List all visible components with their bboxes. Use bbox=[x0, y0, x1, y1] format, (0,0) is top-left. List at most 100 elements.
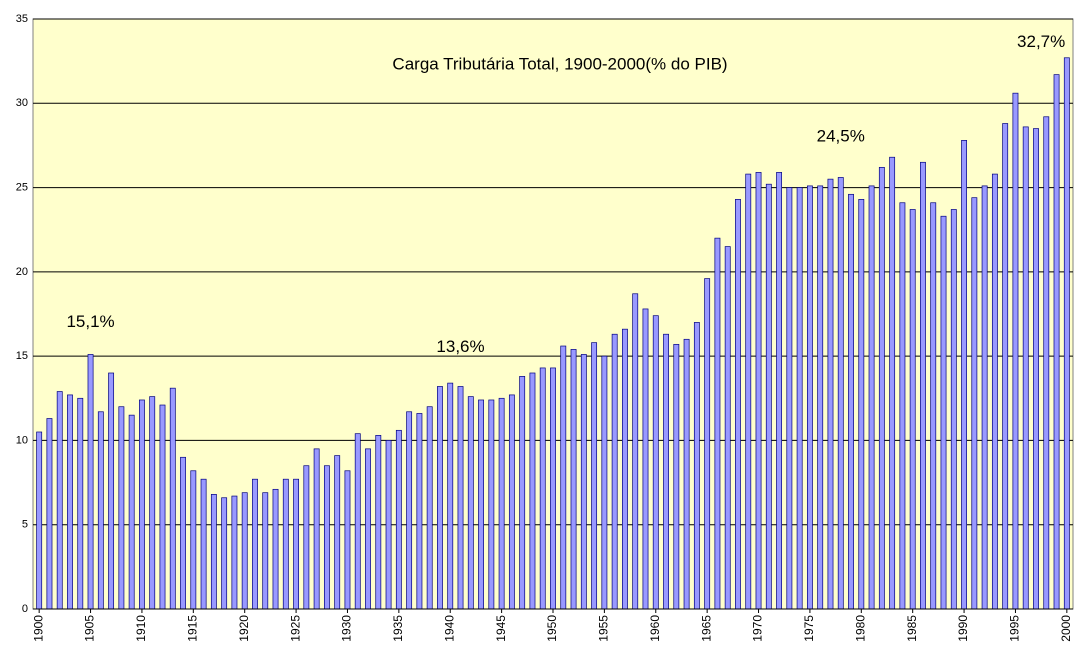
x-tick-label: 1980 bbox=[853, 615, 867, 642]
bar bbox=[560, 345, 567, 610]
bar bbox=[683, 338, 690, 610]
bar bbox=[1022, 126, 1029, 610]
x-tick-label: 1940 bbox=[442, 615, 456, 642]
bar bbox=[591, 342, 598, 610]
bar bbox=[611, 333, 618, 610]
bar bbox=[200, 478, 207, 610]
bar bbox=[313, 448, 320, 610]
bar bbox=[539, 367, 546, 610]
bar bbox=[36, 431, 43, 610]
bar bbox=[714, 237, 721, 610]
bar bbox=[46, 418, 53, 610]
bar bbox=[334, 455, 341, 610]
bar bbox=[991, 173, 998, 610]
bar bbox=[786, 187, 793, 610]
bar bbox=[652, 315, 659, 610]
bar bbox=[77, 397, 84, 610]
bar bbox=[930, 202, 937, 610]
x-tick-label: 1950 bbox=[545, 615, 559, 642]
annotation: 24,5% bbox=[817, 126, 865, 145]
bar bbox=[817, 185, 824, 610]
bar bbox=[1053, 74, 1060, 610]
bar bbox=[416, 413, 423, 610]
bar bbox=[868, 185, 875, 610]
bar bbox=[498, 397, 505, 610]
bar bbox=[776, 172, 783, 610]
x-tick-label: 1945 bbox=[494, 615, 508, 642]
bar bbox=[293, 478, 300, 610]
bar bbox=[878, 166, 885, 610]
bar bbox=[550, 367, 556, 610]
bar bbox=[241, 492, 248, 610]
x-tick-label: 1955 bbox=[597, 615, 611, 642]
bar bbox=[704, 278, 711, 610]
bar bbox=[478, 399, 484, 610]
y-tick-label: 5 bbox=[22, 519, 28, 531]
bar bbox=[1063, 57, 1070, 610]
bar bbox=[180, 456, 186, 610]
y-tick-label: 0 bbox=[22, 603, 28, 615]
bar bbox=[210, 494, 217, 610]
bar bbox=[1002, 123, 1009, 610]
x-tick-label: 1985 bbox=[905, 615, 919, 642]
bar bbox=[385, 440, 392, 610]
y-tick-label: 30 bbox=[16, 97, 28, 109]
x-tick-label: 1900 bbox=[31, 615, 45, 642]
bar bbox=[169, 387, 176, 610]
x-tick-label: 1965 bbox=[699, 615, 713, 642]
bar bbox=[673, 343, 680, 610]
x-tick-label: 1960 bbox=[648, 615, 662, 642]
y-tick-label: 25 bbox=[16, 181, 28, 193]
bar bbox=[950, 209, 957, 610]
bar bbox=[87, 354, 94, 610]
bar bbox=[1012, 92, 1019, 610]
bar bbox=[796, 187, 803, 610]
x-tick-label: 1910 bbox=[134, 615, 148, 642]
bar bbox=[118, 406, 125, 610]
x-tick-label: 1975 bbox=[802, 615, 816, 642]
bar bbox=[580, 354, 587, 610]
y-tick-label: 35 bbox=[16, 13, 28, 25]
bar bbox=[940, 215, 947, 610]
bar bbox=[806, 185, 813, 610]
x-tick-label: 1990 bbox=[956, 615, 970, 642]
bar bbox=[765, 183, 772, 610]
bar bbox=[508, 394, 515, 610]
bar bbox=[231, 495, 238, 610]
bar bbox=[139, 399, 145, 610]
bar bbox=[858, 199, 865, 610]
bar bbox=[221, 497, 228, 610]
bar bbox=[149, 396, 156, 610]
bar bbox=[344, 470, 351, 610]
bar bbox=[447, 382, 454, 610]
x-tick-label: 1915 bbox=[185, 615, 199, 642]
bar bbox=[642, 308, 649, 610]
bar bbox=[735, 199, 741, 610]
bar bbox=[159, 404, 166, 610]
bar bbox=[848, 193, 854, 610]
bar bbox=[457, 386, 464, 610]
bar bbox=[282, 478, 289, 610]
bar bbox=[632, 293, 639, 610]
bar bbox=[395, 429, 402, 610]
annotation: 13,6% bbox=[436, 337, 484, 356]
bar bbox=[354, 433, 361, 610]
bar bbox=[837, 177, 844, 610]
bar bbox=[1043, 116, 1050, 610]
bar bbox=[323, 465, 330, 610]
bar bbox=[899, 202, 906, 610]
x-tick-label: 1925 bbox=[288, 615, 302, 642]
bar bbox=[909, 209, 916, 610]
bar bbox=[724, 246, 731, 610]
bar bbox=[303, 465, 310, 610]
annotation: 32,7% bbox=[1017, 32, 1065, 51]
bar bbox=[488, 399, 495, 610]
bar bbox=[56, 391, 63, 610]
bar bbox=[920, 161, 926, 610]
chart-title: Carga Tributária Total, 1900-2000(% do P… bbox=[392, 54, 727, 73]
bar bbox=[467, 396, 474, 610]
annotation: 15,1% bbox=[66, 312, 114, 331]
bar bbox=[406, 411, 413, 610]
bar bbox=[981, 185, 988, 610]
